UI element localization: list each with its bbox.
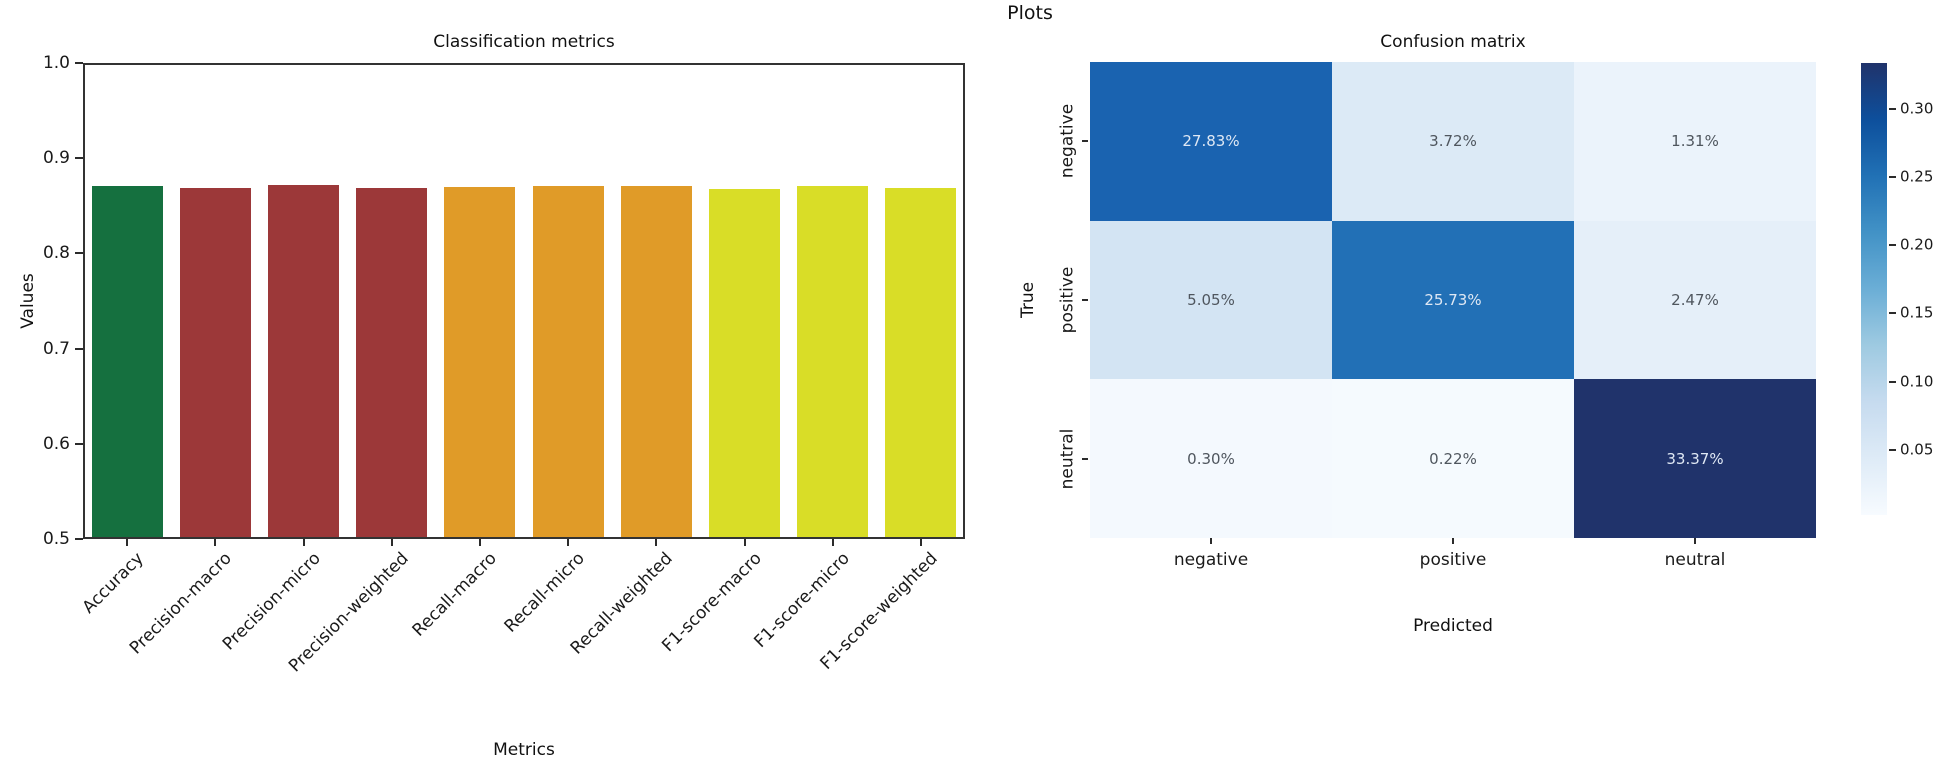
x-tick-mark	[126, 539, 129, 546]
y-tick-mark	[75, 347, 83, 350]
x-tick-mark	[567, 539, 570, 546]
y-tick-label: 0.5	[42, 529, 70, 549]
matrix-cell-r1c0: 5.05%	[1090, 220, 1332, 380]
bar-chart-xlabel: Metrics	[493, 740, 555, 760]
matrix-cell-r2c2: 33.37%	[1574, 379, 1816, 539]
matrix-cell-r2c0: 0.30%	[1090, 379, 1332, 539]
colorbar-tick-label: 0.25	[1900, 167, 1934, 186]
x-tick-mark	[831, 539, 834, 546]
matrix-cell-r2c1: 0.22%	[1332, 379, 1574, 539]
x-tick-mark	[743, 539, 746, 546]
x-tick-mark	[390, 539, 393, 546]
bar-recall-weighted	[620, 185, 692, 537]
y-tick-mark	[75, 157, 83, 160]
colorbar-tick-mark	[1889, 107, 1896, 110]
bar-accuracy	[91, 185, 163, 537]
x-tick-mark	[478, 539, 481, 546]
hm-y-tick-mark	[1082, 140, 1088, 143]
heatmap-xlabel: Predicted	[1413, 616, 1493, 636]
hm-y-tick-mark	[1082, 299, 1088, 302]
matrix-cell-r1c2: 2.47%	[1574, 220, 1816, 380]
x-tick-mark	[302, 539, 305, 546]
y-tick-mark	[75, 442, 83, 445]
colorbar-tick-label: 0.30	[1900, 99, 1934, 118]
bar-f1-score-micro	[797, 185, 869, 537]
hm-col-label-positive: positive	[1419, 550, 1487, 571]
hm-x-tick-mark	[1210, 538, 1212, 545]
y-tick-label: 0.7	[42, 338, 70, 359]
x-tick-mark	[919, 539, 922, 546]
y-tick-mark	[75, 538, 83, 540]
bar-recall-micro	[532, 185, 604, 537]
y-tick-mark	[75, 252, 83, 255]
matrix-cell-r0c2: 1.31%	[1574, 62, 1816, 221]
colorbar-tick-mark	[1889, 312, 1896, 315]
bar-precision-weighted	[356, 187, 428, 537]
colorbar-tick-label: 0.05	[1900, 440, 1934, 459]
bar-recall-macro	[444, 186, 516, 537]
colorbar-tick-mark	[1889, 176, 1896, 179]
hm-x-tick-mark	[1694, 538, 1696, 545]
y-tick-mark	[75, 62, 83, 64]
hm-x-tick-mark	[1452, 538, 1454, 545]
colorbar-tick-label: 0.10	[1900, 372, 1934, 391]
bar-f1-score-macro	[709, 188, 780, 537]
x-tick-mark	[214, 539, 217, 546]
matrix-cell-r0c1: 3.72%	[1332, 62, 1574, 221]
colorbar-tick-label: 0.20	[1900, 235, 1934, 254]
matrix-cell-r1c1: 25.73%	[1332, 220, 1574, 380]
hm-y-tick-mark	[1082, 457, 1088, 460]
colorbar-tick-mark	[1889, 380, 1896, 383]
bar-chart-title: Classification metrics	[433, 32, 615, 52]
colorbar-tick-label: 0.15	[1900, 303, 1934, 322]
y-tick-label: 1.0	[42, 53, 70, 73]
colorbar-tick-mark	[1889, 244, 1896, 247]
colorbar-tick-mark	[1889, 448, 1896, 451]
y-tick-label: 0.8	[42, 243, 70, 264]
y-tick-label: 0.9	[42, 148, 70, 169]
y-tick-label: 0.6	[42, 433, 70, 454]
figure-suptitle: Plots	[1007, 2, 1053, 24]
bar-f1-score-weighted	[885, 187, 957, 537]
bar-precision-micro	[268, 184, 339, 537]
x-tick-mark	[655, 539, 658, 546]
bar-precision-macro	[179, 187, 251, 537]
hm-col-label-neutral: neutral	[1664, 550, 1726, 571]
hm-col-label-negative: negative	[1173, 550, 1249, 571]
colorbar	[1861, 63, 1887, 515]
matrix-cell-r0c0: 27.83%	[1090, 62, 1332, 221]
heatmap-title: Confusion matrix	[1380, 32, 1526, 52]
